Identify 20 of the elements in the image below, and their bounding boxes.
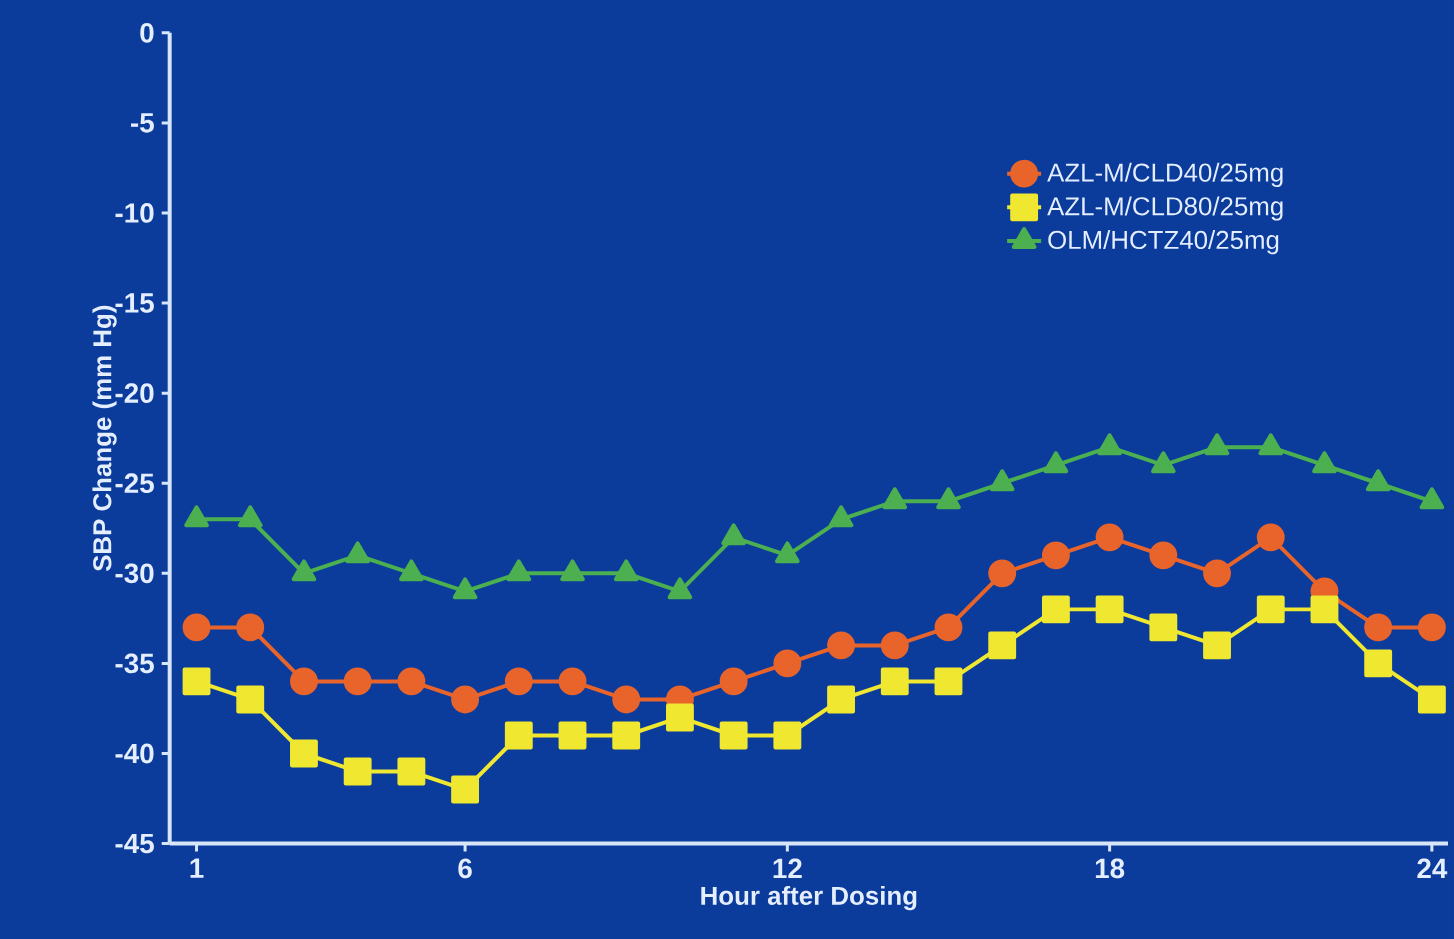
y-tick-label: -30 xyxy=(115,563,154,584)
y-tick-label: -40 xyxy=(115,743,154,764)
x-tick-label: 6 xyxy=(458,858,472,879)
legend-label: AZL-M/CLD80/25mg xyxy=(1047,196,1283,221)
y-tick-label: -35 xyxy=(115,653,154,674)
y-axis-title: SBP Change (mm Hg) xyxy=(92,305,117,572)
y-tick-label: -10 xyxy=(115,203,154,223)
x-tick-label: 24 xyxy=(1417,858,1448,878)
y-tick-label: -45 xyxy=(115,833,154,854)
y-tick-label: -25 xyxy=(115,473,154,494)
y-tick-label: -15 xyxy=(115,293,154,313)
legend-label: OLM/HCTZ40/25mg xyxy=(1048,230,1279,255)
x-tick-label: 1 xyxy=(190,858,204,878)
x-tick-label: 18 xyxy=(1095,858,1125,879)
x-tick-label: 12 xyxy=(773,858,802,878)
x-axis-title: Hour after Dosing xyxy=(701,885,917,911)
y-tick-label: -20 xyxy=(115,383,154,403)
y-tick-label: -5 xyxy=(131,113,154,133)
y-tick-label: 0 xyxy=(140,22,154,43)
legend-label: AZL-M/CLD40/25mg xyxy=(1047,162,1283,187)
